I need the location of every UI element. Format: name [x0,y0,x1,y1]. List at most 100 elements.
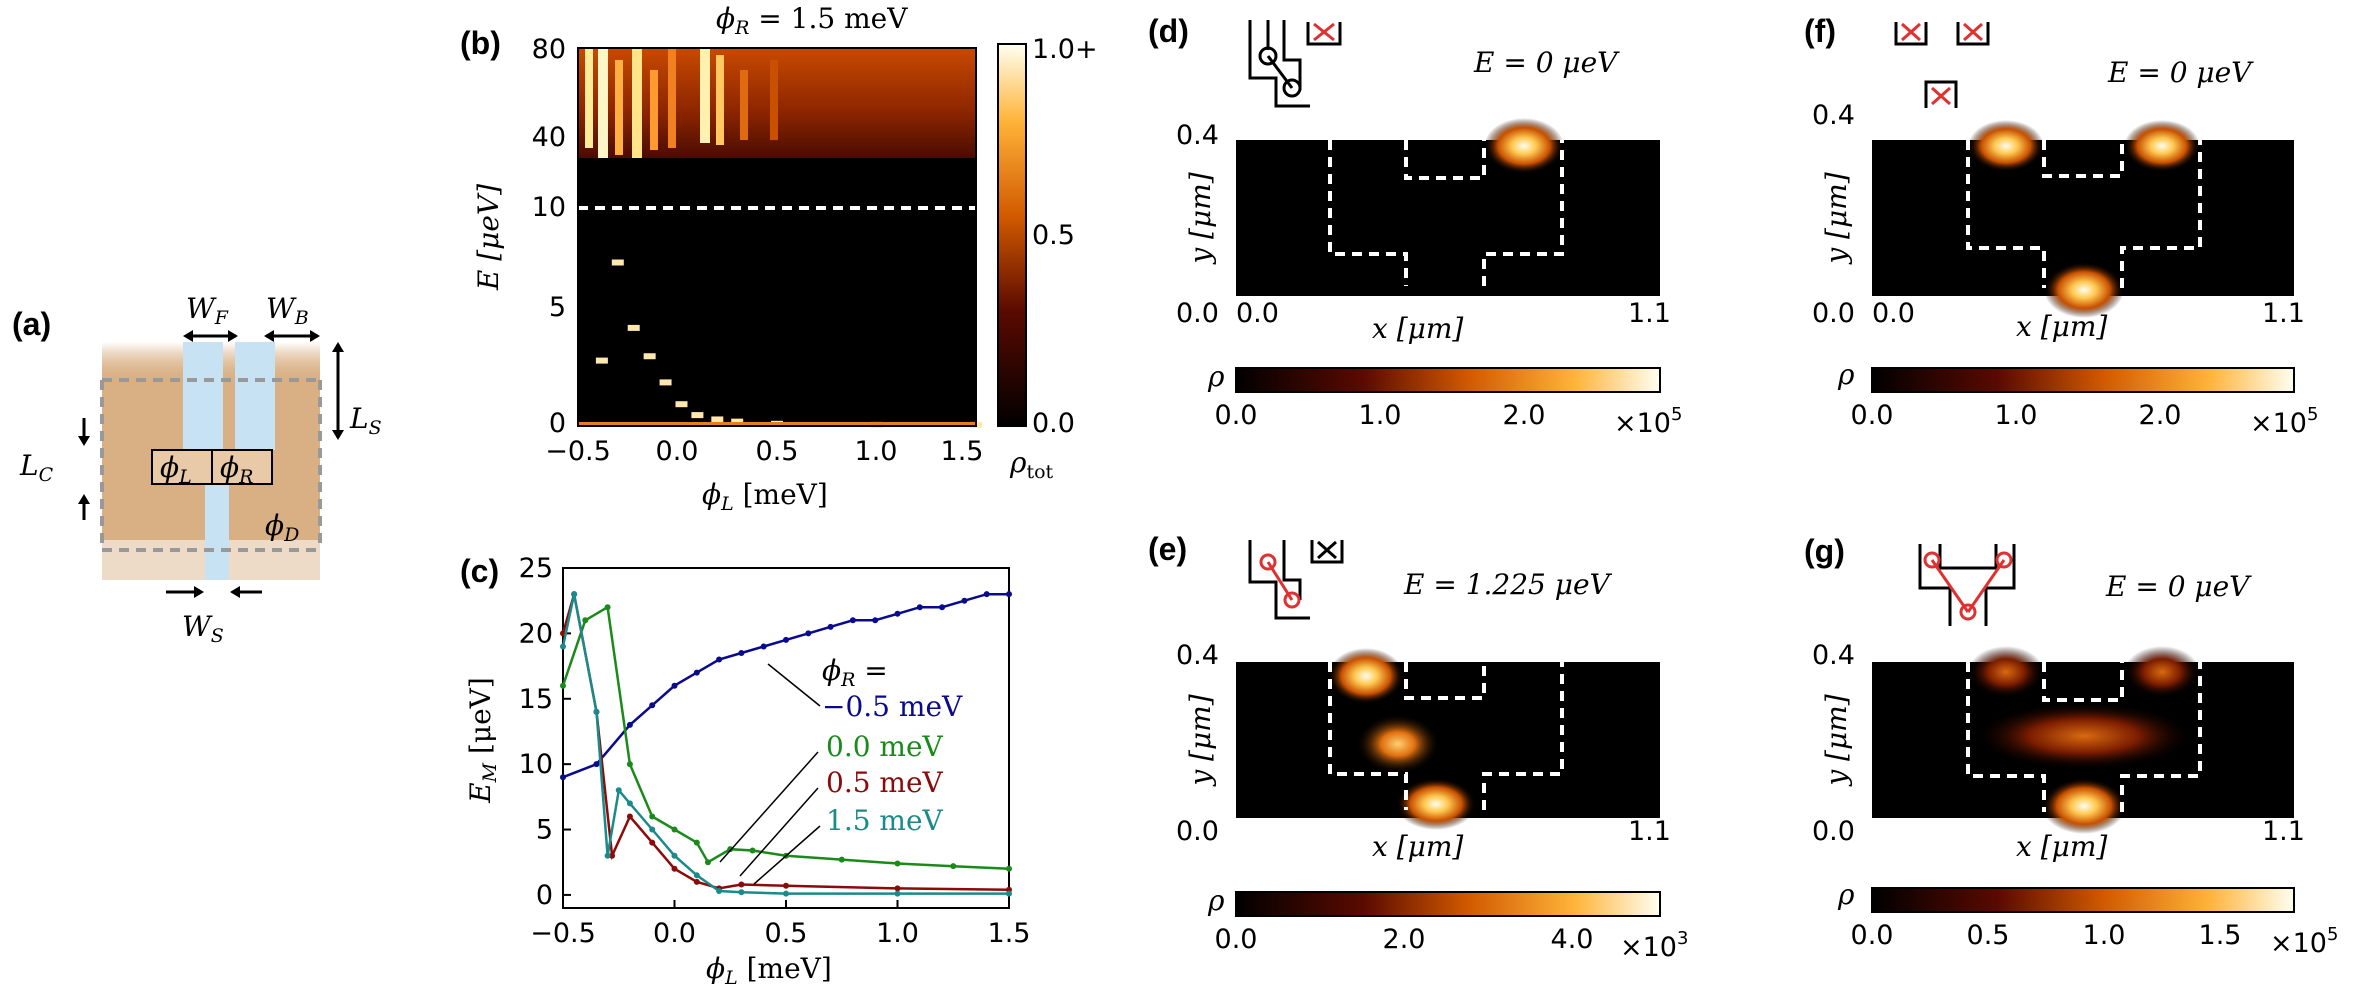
b-state-point [643,353,656,360]
c-series-point [626,800,633,807]
e-y1: 0.4 [1176,640,1219,671]
c-series-point [738,881,745,888]
c-series-point [693,878,700,885]
c-series-point [582,617,589,624]
b-cbar-label: ρtot [1009,446,1054,483]
c-series-point [1006,591,1012,598]
c-ytick: 20 [519,618,553,649]
c-series-point [649,813,656,820]
e-cb-tick: 4.0 [1551,924,1594,955]
gap-bottom [205,482,229,580]
f-peak [2124,120,2200,172]
e-colorbar [1235,891,1661,917]
b-frame [577,47,977,427]
c-series-point [649,839,656,846]
b-bright-streaks [585,48,778,158]
f-peak [1968,120,2044,172]
b-state-point [675,401,688,408]
c-series-point [983,591,990,598]
g-schematic-link [1966,559,2006,613]
e-schematic-link [1266,561,1294,601]
c-series-point [604,604,611,611]
d-heatmap [1236,140,1660,296]
c-series-point [827,623,834,630]
c-series-point [783,890,789,897]
c-leader-05 [739,787,819,877]
b-state-point [627,324,640,331]
c-series-point [805,630,812,637]
g-schematic-wire [1938,544,1998,570]
lc-arrowhead-t [78,436,90,446]
c-series-point [716,656,723,663]
f-x0: 0.0 [1872,298,1915,329]
panel-a: (a) ϕL ϕR ϕD WF WB LS LC [12,292,382,647]
c-series-point [961,597,968,604]
c-series-point [950,863,957,870]
ws-arrowhead-r [230,586,240,598]
c-ytick: 0 [536,880,553,911]
c-series-point [939,604,946,611]
e-rho: ρ [1207,884,1225,917]
g-peak [2042,778,2126,834]
e-schematic-icon [1248,540,1344,620]
c-series-point [671,682,678,689]
d-y1: 0.4 [1176,120,1219,151]
f-ylabel: y [μm] [1820,172,1853,265]
c-series [560,591,1012,897]
b-state-point [711,416,724,423]
b-state-point [611,259,624,266]
f-schematic-box [1956,22,1990,46]
lc-arrowhead-b [78,494,90,504]
e-xlabel: x [μm] [1372,830,1463,863]
f-schematic-icon [1894,22,1990,108]
c-series-point [1006,890,1012,897]
d-cb-tick: 0.0 [1215,400,1258,431]
gap-left [183,342,223,450]
ws-arrowhead-l [194,586,204,598]
wf-arrowhead-r [228,330,238,342]
ls-text: LS [349,402,382,439]
c-series-point [693,872,700,879]
g-schematic-node [1923,551,1941,569]
g-schematic-node [1995,551,2013,569]
b-cbar-tick: 0.0 [1032,408,1075,439]
d-colorbar [1235,367,1661,393]
c-ylabel: EM [μeV] [464,677,501,804]
e-cb-tick: 2.0 [1383,924,1426,955]
f-outline [1966,140,2202,288]
g-rho: ρ [1837,878,1855,911]
b-state-point [691,412,704,419]
f-cross-icon [1901,22,1921,42]
c-ticks: −0.5 0.0 0.5 1.0 1.5 0 5 10 15 20 25 [519,553,1031,949]
c-series-point [649,826,656,833]
g-schematic-icon [1918,544,2016,626]
f-y1: 0.4 [1812,100,1855,131]
c-xtick: 1.5 [988,918,1031,949]
c-series-point [671,865,678,872]
f-cb-scale: ×105 [2250,404,2318,439]
d-x0: 0.0 [1236,298,1279,329]
wf-arrowhead-l [183,330,193,342]
g-xlabel: x [μm] [2016,830,2107,863]
c-leader-15 [753,825,821,885]
c-series-point [593,761,600,768]
b-cbar-tick: 0.5 [1032,220,1075,251]
c-series-point [693,669,700,676]
c-xtick: 0.0 [653,918,696,949]
d-schematic-wire [1248,20,1310,108]
e-schematic-node [1259,553,1277,571]
b-streak [668,48,676,148]
b-streak [770,60,778,140]
e-cb-scale: ×103 [1620,928,1688,963]
f-cross-icon [1963,22,1983,42]
c-xtick: −0.5 [530,918,596,949]
d-outline [1328,140,1564,286]
wb-arrowhead-r [310,330,320,342]
e-outline [1328,662,1564,810]
c-series-point [894,610,901,617]
b-ytick: 80 [532,34,566,65]
ws-text: WS [182,610,224,647]
c-series-point [560,682,566,689]
